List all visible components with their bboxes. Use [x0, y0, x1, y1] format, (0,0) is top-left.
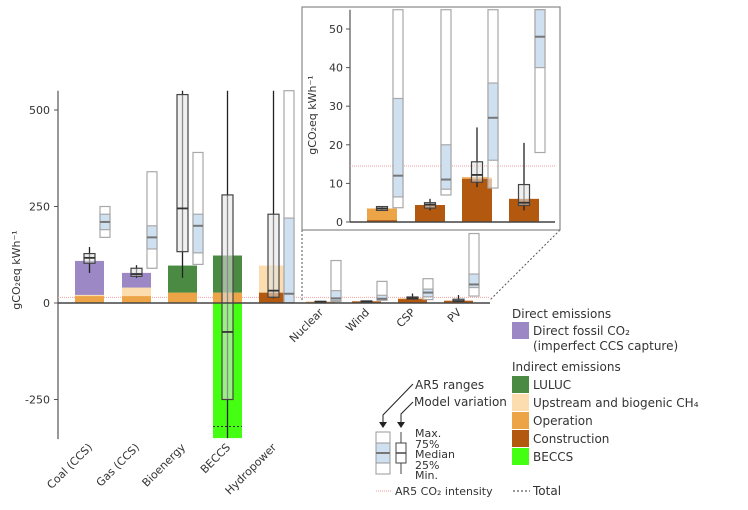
- bar-segment-operation: [168, 292, 197, 303]
- inset-ar5-iqr-box: [440, 144, 452, 190]
- bar-segment-direct: [122, 272, 151, 288]
- model-box: [130, 267, 143, 277]
- legend-direct-label-2: (imperfect CCS capture): [533, 339, 678, 353]
- inset-ar5-iqr-box: [534, 9, 546, 69]
- y-tick-label: 250: [29, 201, 50, 214]
- category-label: Nuclear: [287, 306, 326, 345]
- category-label: CSP: [394, 306, 419, 331]
- legend: Direct emissions Direct fossil CO₂ (impe…: [375, 307, 699, 498]
- legend-total: Total: [532, 484, 561, 498]
- ar5-range-box: [330, 259, 342, 303]
- category-label: BECCS: [198, 441, 233, 476]
- ar5-range-box: [468, 232, 480, 297]
- inset-y-axis-label: gCO₂eq kWh⁻¹: [306, 75, 319, 154]
- bar-segment-construction: [398, 298, 427, 303]
- model-box: [221, 194, 234, 401]
- inset-ar5-iqr-box: [392, 97, 404, 198]
- legend-upstream: Upstream and biogenic CH₄: [533, 396, 699, 410]
- bar-segment-upstream: [75, 294, 104, 297]
- bar-segment-upstream: [122, 287, 151, 297]
- y-axis-label: gCO₂eq kWh⁻¹: [10, 230, 23, 309]
- legend-q1: 25%: [415, 459, 439, 472]
- legend-median: Median: [415, 448, 455, 461]
- legend-model-variation: Model variation: [414, 395, 507, 409]
- legend-ar5-intensity: AR5 CO₂ intensity: [395, 485, 493, 498]
- inset-y-tick-label: 0: [336, 216, 343, 229]
- category-label: Gas (CCS): [94, 441, 142, 489]
- legend-arrow-ar5: [382, 383, 414, 426]
- inset-bar-segment-operation: [367, 208, 397, 221]
- inset-bar-segment-construction: [415, 205, 445, 222]
- ar5-range-box: [192, 151, 204, 266]
- inset-y-tick-label: 40: [329, 62, 343, 75]
- ar5-iqr-box: [330, 290, 342, 302]
- category-label: Coal (CCS): [44, 441, 95, 492]
- inset-ar5-iqr-box: [487, 82, 499, 161]
- y-tick-label: 500: [29, 104, 50, 117]
- legend-swatch-direct: [512, 322, 529, 339]
- category-label: Bioenergy: [140, 441, 189, 490]
- inset-model-box: [470, 161, 484, 183]
- legend-max: Max.: [415, 427, 441, 440]
- ar5-range-box: [146, 171, 158, 269]
- legend-arrowhead-model: [397, 422, 405, 428]
- category-label: PV: [445, 306, 465, 326]
- legend-swatch-beccs: [512, 448, 529, 465]
- inset-model-box: [517, 183, 531, 207]
- legend-q3: 75%: [415, 438, 439, 451]
- model-box: [267, 213, 280, 298]
- legend-swatch-upstream: [512, 394, 529, 411]
- bar-segment-operation: [122, 296, 151, 303]
- ar5-iqr-box: [192, 213, 204, 254]
- legend-luluc: LULUC: [533, 378, 571, 392]
- legend-swatch-operation: [512, 412, 529, 429]
- inset-y-tick-label: 30: [329, 100, 343, 113]
- inset-y-tick-label: 10: [329, 177, 343, 190]
- bar-segment-operation: [75, 296, 104, 303]
- inset-ar5-range-box: [440, 9, 452, 196]
- ar5-iqr-box: [468, 273, 480, 289]
- legend-indirect-heading: Indirect emissions: [512, 360, 621, 374]
- legend-ar5-ranges: AR5 ranges: [415, 378, 484, 392]
- legend-operation: Operation: [533, 414, 593, 428]
- legend-swatch-construction: [512, 430, 529, 447]
- inset-frame: [301, 6, 561, 231]
- inset-y-tick-label: 20: [329, 139, 343, 152]
- inset-y-tick-label: 50: [329, 23, 343, 36]
- y-tick-label: -250: [25, 394, 50, 407]
- y-tick-label: 0: [43, 297, 50, 310]
- legend-min: Min.: [415, 469, 438, 482]
- category-label: Wind: [343, 306, 372, 335]
- legend-beccs: BECCS: [533, 450, 573, 464]
- zoom-connector-right: [489, 229, 561, 301]
- legend-construction: Construction: [533, 432, 609, 446]
- inset-plot: 0 10 20 30 40 50 gCO₂eq kWh⁻¹: [301, 6, 561, 231]
- legend-direct-heading: Direct emissions: [512, 307, 611, 321]
- ar5-iqr-box: [283, 217, 295, 304]
- legend-swatch-luluc: [512, 376, 529, 393]
- inset-bar-segment-construction: [367, 220, 397, 222]
- legend-direct-label: Direct fossil CO₂: [533, 324, 630, 338]
- legend-arrowhead-ar5: [379, 422, 387, 428]
- model-box: [176, 93, 189, 253]
